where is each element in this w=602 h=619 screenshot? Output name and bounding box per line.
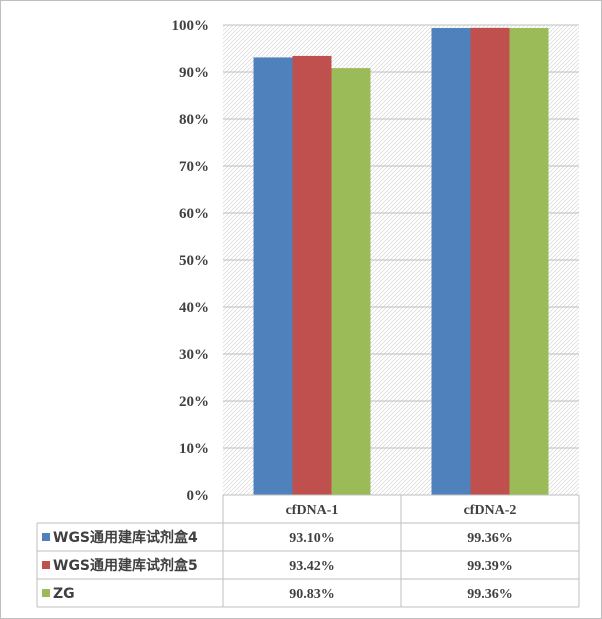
y-tick-label: 10% bbox=[179, 441, 209, 457]
data-label: 93.42% bbox=[289, 559, 335, 574]
bar-cfdna-2-series-1 bbox=[431, 28, 471, 496]
y-tick-label: 40% bbox=[179, 300, 209, 316]
y-tick-label: 60% bbox=[179, 206, 209, 222]
x-category-label: cfDNA-2 bbox=[464, 503, 517, 518]
bars bbox=[253, 27, 549, 496]
data-label: 93.10% bbox=[289, 531, 335, 546]
y-tick-label: 100% bbox=[172, 18, 210, 34]
legend-swatch bbox=[42, 561, 50, 569]
y-tick-label: 50% bbox=[179, 253, 209, 269]
data-label: 99.39% bbox=[467, 559, 513, 574]
data-label: 99.36% bbox=[467, 531, 513, 546]
legend-swatch bbox=[42, 589, 50, 597]
bar-cfdna-1-series-1 bbox=[253, 57, 293, 496]
legend-entry: WGS通用建库试剂盒4 bbox=[53, 529, 198, 546]
data-label: 90.83% bbox=[289, 587, 335, 602]
x-category-label: cfDNA-1 bbox=[286, 503, 339, 518]
bar-cfdna-2-series-3 bbox=[509, 28, 549, 496]
legend-entry: ZG bbox=[53, 586, 75, 602]
y-tick-label: 30% bbox=[179, 347, 209, 363]
y-tick-label: 90% bbox=[179, 65, 209, 81]
y-tick-label: 20% bbox=[179, 394, 209, 410]
bar-cfdna-1-series-3 bbox=[331, 68, 371, 495]
legend-swatch bbox=[42, 533, 50, 541]
y-tick-label: 0% bbox=[187, 488, 210, 504]
bar-cfdna-1-series-2 bbox=[292, 55, 332, 496]
y-axis-ticks: 0% 10% 20% 30% 40% 50% 60% 70% 80% 90% 100% bbox=[172, 18, 210, 504]
data-label: 99.36% bbox=[467, 587, 513, 602]
legend-entry: WGS通用建库试剂盒5 bbox=[53, 557, 198, 574]
data-table: cfDNA-1 cfDNA-2 WGS通用建库试剂盒4 93.10% 99.36% WGS… bbox=[36, 494, 580, 608]
bar-cfdna-2-series-2 bbox=[470, 27, 510, 495]
y-tick-label: 80% bbox=[179, 112, 209, 128]
y-tick-label: 70% bbox=[179, 159, 209, 175]
